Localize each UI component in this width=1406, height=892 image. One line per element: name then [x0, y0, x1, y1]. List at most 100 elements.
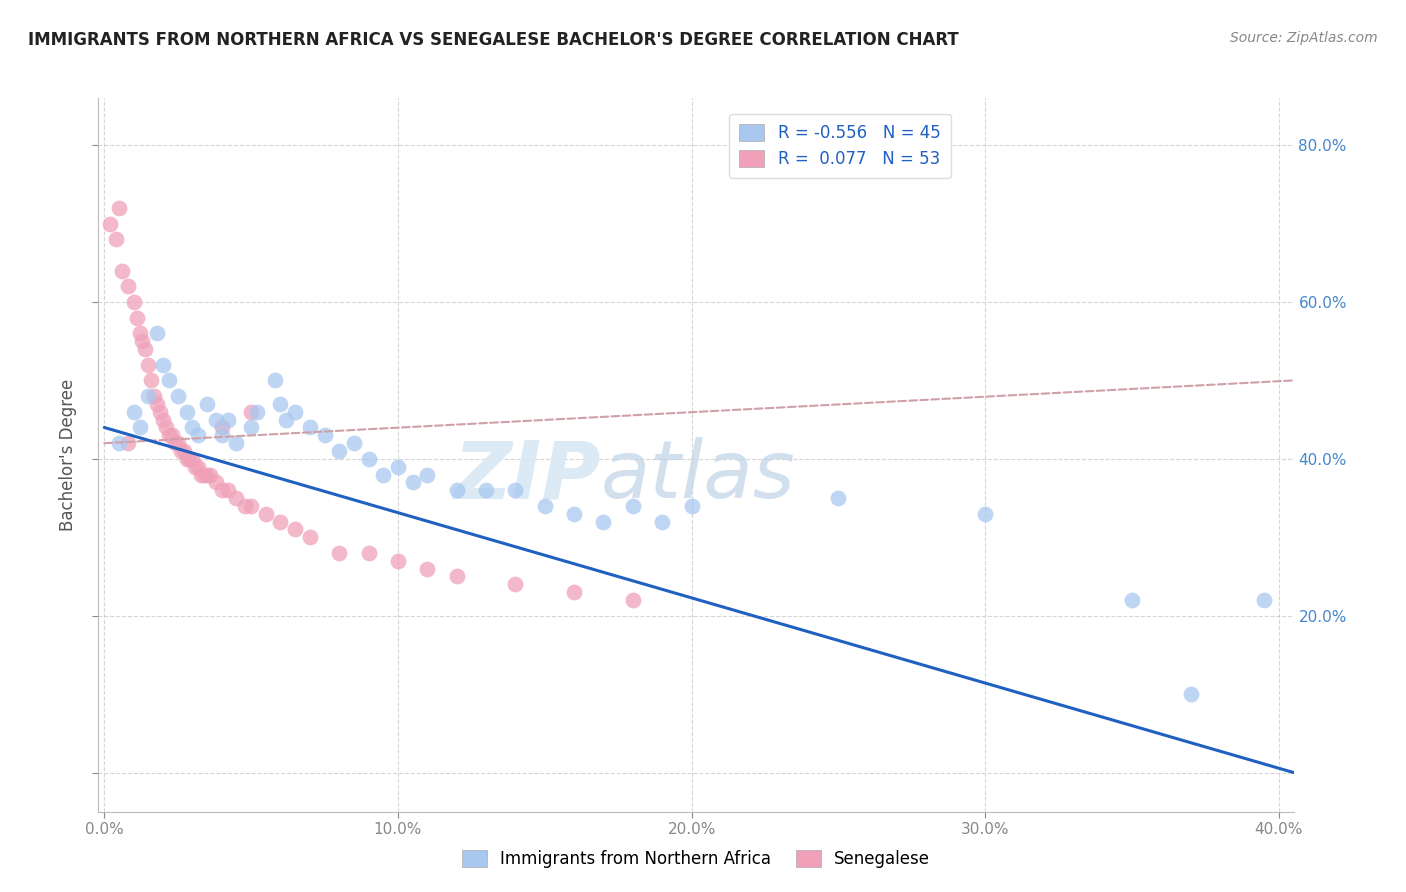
- Point: [108, 436, 131, 450]
- Text: IMMIGRANTS FROM NORTHERN AFRICA VS SENEGALESE BACHELOR'S DEGREE CORRELATION CHAR: IMMIGRANTS FROM NORTHERN AFRICA VS SENEG…: [28, 31, 959, 49]
- Point: [298, 420, 321, 434]
- Point: [134, 342, 156, 356]
- Point: [328, 546, 350, 560]
- Point: [446, 569, 468, 583]
- Point: [284, 523, 307, 537]
- Point: [416, 467, 439, 482]
- Point: [343, 436, 366, 450]
- Point: [562, 585, 585, 599]
- Point: [681, 499, 703, 513]
- Point: [181, 420, 204, 434]
- Point: [225, 491, 247, 505]
- Point: [211, 420, 233, 434]
- Point: [1121, 593, 1143, 607]
- Point: [195, 467, 218, 482]
- Point: [974, 507, 997, 521]
- Point: [190, 467, 212, 482]
- Point: [401, 475, 423, 490]
- Point: [117, 279, 139, 293]
- Point: [240, 405, 263, 419]
- Point: [621, 593, 644, 607]
- Point: [621, 499, 644, 513]
- Point: [387, 459, 409, 474]
- Point: [152, 412, 174, 426]
- Point: [505, 483, 527, 498]
- Point: [128, 326, 150, 341]
- Point: [138, 358, 160, 372]
- Y-axis label: Bachelor's Degree: Bachelor's Degree: [59, 379, 77, 531]
- Point: [263, 373, 285, 387]
- Point: [217, 412, 239, 426]
- Point: [131, 334, 153, 349]
- Point: [146, 326, 169, 341]
- Point: [205, 412, 228, 426]
- Point: [157, 428, 180, 442]
- Point: [166, 436, 188, 450]
- Point: [173, 444, 195, 458]
- Point: [176, 451, 198, 466]
- Text: atlas: atlas: [600, 437, 796, 516]
- Point: [246, 405, 269, 419]
- Point: [373, 467, 395, 482]
- Point: [198, 467, 221, 482]
- Point: [416, 561, 439, 575]
- Point: [562, 507, 585, 521]
- Point: [269, 515, 291, 529]
- Point: [108, 201, 131, 215]
- Point: [143, 389, 166, 403]
- Point: [240, 499, 263, 513]
- Point: [179, 451, 201, 466]
- Point: [827, 491, 849, 505]
- Point: [240, 420, 263, 434]
- Text: Source: ZipAtlas.com: Source: ZipAtlas.com: [1230, 31, 1378, 45]
- Point: [592, 515, 614, 529]
- Point: [98, 217, 121, 231]
- Point: [122, 295, 145, 310]
- Point: [276, 412, 298, 426]
- Point: [328, 444, 350, 458]
- Point: [187, 428, 209, 442]
- Point: [387, 554, 409, 568]
- Point: [152, 358, 174, 372]
- Point: [155, 420, 177, 434]
- Point: [138, 389, 160, 403]
- Point: [1253, 593, 1275, 607]
- Point: [217, 483, 239, 498]
- Point: [233, 499, 256, 513]
- Point: [651, 515, 673, 529]
- Point: [105, 232, 128, 246]
- Point: [157, 373, 180, 387]
- Point: [125, 310, 148, 325]
- Point: [176, 405, 198, 419]
- Point: [298, 530, 321, 544]
- Point: [193, 467, 215, 482]
- Point: [314, 428, 336, 442]
- Point: [533, 499, 555, 513]
- Point: [205, 475, 228, 490]
- Text: ZIP: ZIP: [453, 437, 600, 516]
- Point: [225, 436, 247, 450]
- Point: [160, 428, 183, 442]
- Point: [1180, 687, 1202, 701]
- Point: [181, 451, 204, 466]
- Point: [128, 420, 150, 434]
- Point: [141, 373, 163, 387]
- Point: [122, 405, 145, 419]
- Point: [149, 405, 172, 419]
- Point: [187, 459, 209, 474]
- Point: [446, 483, 468, 498]
- Point: [211, 428, 233, 442]
- Point: [357, 546, 380, 560]
- Point: [475, 483, 498, 498]
- Point: [169, 444, 191, 458]
- Point: [284, 405, 307, 419]
- Point: [211, 483, 233, 498]
- Point: [269, 397, 291, 411]
- Point: [195, 397, 218, 411]
- Point: [146, 397, 169, 411]
- Point: [166, 389, 188, 403]
- Point: [111, 263, 134, 277]
- Point: [117, 436, 139, 450]
- Point: [184, 459, 207, 474]
- Point: [254, 507, 277, 521]
